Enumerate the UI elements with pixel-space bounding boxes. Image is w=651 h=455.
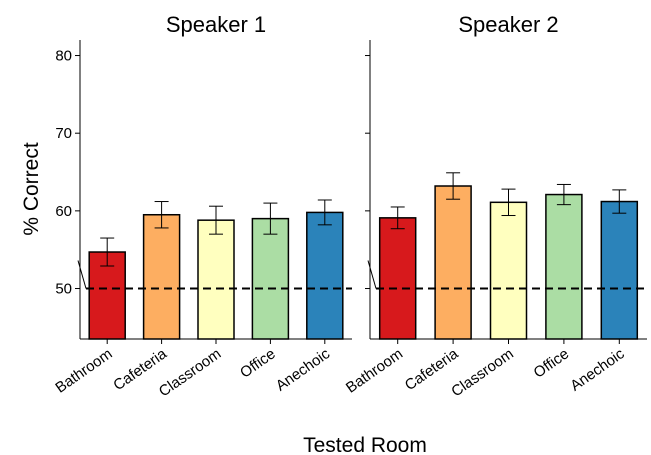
reference-line-marker xyxy=(367,260,377,289)
x-category-label: Bathroom xyxy=(343,345,406,396)
bar-classroom xyxy=(197,219,235,340)
y-axis-title: % Correct xyxy=(20,142,43,236)
bar-office xyxy=(251,217,290,340)
panel-1: Speaker 150607080BathroomCafeteriaClassr… xyxy=(52,12,352,400)
y-tick-label: 80 xyxy=(55,48,72,65)
reference-line-marker xyxy=(77,260,87,289)
y-tick-label: 60 xyxy=(55,203,72,220)
bar-cafeteria xyxy=(142,213,181,340)
x-category-label: Bathroom xyxy=(52,345,115,396)
panel-title: Speaker 2 xyxy=(458,12,558,37)
x-category-label: Classroom xyxy=(156,345,224,400)
x-category-label: Office xyxy=(237,345,279,381)
y-tick-label: 50 xyxy=(55,281,72,298)
x-category-label: Classroom xyxy=(448,345,516,400)
panel-title: Speaker 1 xyxy=(166,12,266,37)
x-category-label: Office xyxy=(531,345,573,381)
bar-classroom xyxy=(489,201,528,340)
bar-cafeteria xyxy=(434,185,472,340)
chart-panels: Speaker 150607080BathroomCafeteriaClassr… xyxy=(52,12,647,400)
x-category-label: Anechoic xyxy=(273,345,334,395)
x-category-label: Anechoic xyxy=(567,345,628,395)
bar-anechoic xyxy=(306,211,344,340)
bar-anechoic xyxy=(600,200,639,340)
y-tick-label: 70 xyxy=(55,125,72,142)
bar-office xyxy=(545,193,583,340)
bar-bathroom xyxy=(378,217,417,340)
x-axis-title: Tested Room xyxy=(303,434,427,455)
